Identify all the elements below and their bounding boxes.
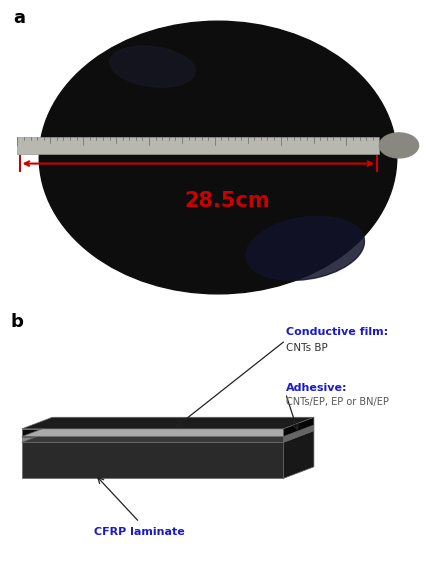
Polygon shape	[22, 425, 314, 436]
Polygon shape	[283, 417, 314, 436]
Text: CFRP laminate: CFRP laminate	[94, 527, 185, 537]
Polygon shape	[283, 425, 314, 442]
Polygon shape	[22, 417, 314, 429]
Ellipse shape	[246, 217, 364, 280]
Polygon shape	[22, 431, 314, 442]
Text: CNTs BP: CNTs BP	[286, 343, 327, 353]
Ellipse shape	[110, 46, 195, 87]
Ellipse shape	[379, 133, 419, 158]
Text: a: a	[13, 9, 25, 27]
Polygon shape	[283, 431, 314, 479]
Text: 28.5cm: 28.5cm	[184, 191, 269, 211]
Polygon shape	[22, 442, 283, 479]
Polygon shape	[22, 429, 283, 436]
Text: b: b	[11, 313, 24, 331]
Ellipse shape	[39, 21, 397, 294]
Text: CNTs/EP, EP or BN/EP: CNTs/EP, EP or BN/EP	[286, 397, 388, 407]
Polygon shape	[22, 436, 283, 442]
Text: Conductive film:: Conductive film:	[286, 328, 388, 338]
FancyBboxPatch shape	[17, 137, 379, 154]
Text: Adhesive:: Adhesive:	[286, 383, 347, 393]
